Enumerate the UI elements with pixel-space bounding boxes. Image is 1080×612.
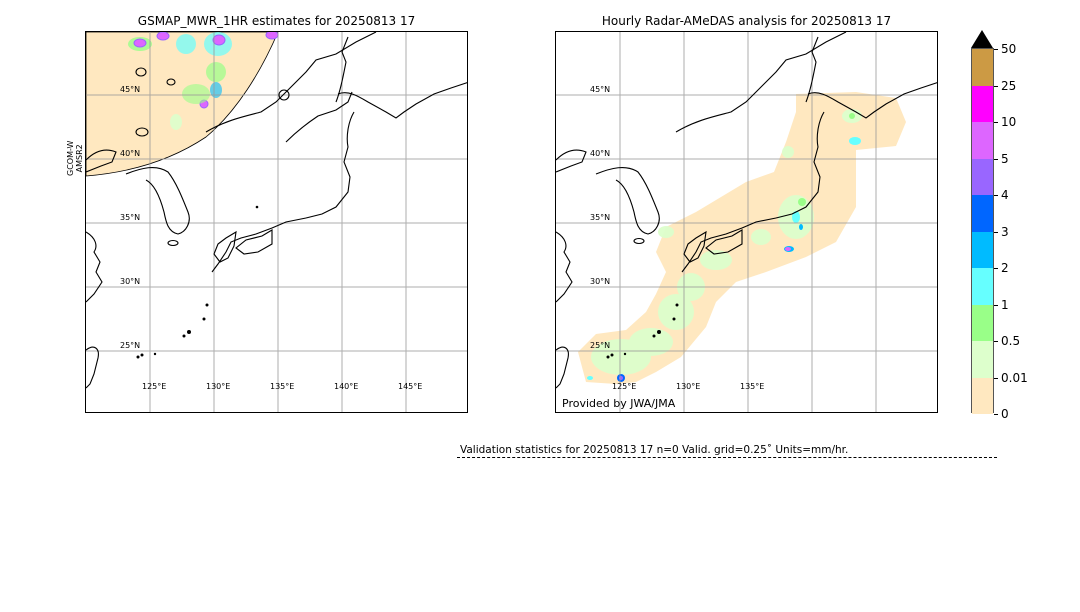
colorbar-seg-25-50 [972,49,993,86]
colorbar-tick-25: 25 [994,80,1016,92]
colorbar-seg-10-25 [972,85,993,122]
lon-label-130e: 130°E [206,382,231,391]
data-credit: Provided by JWA/JMA [562,397,676,410]
island-markers [136,205,259,359]
lat-label-25n: 25°N [120,341,141,350]
sensor-label-line1: GCOM-W [66,140,75,176]
lat-label-40n: 40°N [590,149,611,158]
lon-label-145e: 145°E [398,382,423,391]
lat-label-30n: 30°N [120,277,141,286]
colorbar-tick-0: 0 [994,408,1009,420]
radar-map-graphic [556,32,937,412]
colorbar-tick-1: 1 [994,299,1009,311]
lat-label-45n: 45°N [120,85,141,94]
colorbar-seg-0-0.01 [972,377,993,414]
lat-label-45n: 45°N [590,85,611,94]
coastlines [556,32,937,389]
coastlines [86,32,467,389]
lon-label-135e: 135°E [740,382,765,391]
gsmap-map-panel: 45°N 40°N 35°N 30°N 25°N 125°E 130°E 135… [85,31,468,413]
right-panel-title: Hourly Radar-AMeDAS analysis for 2025081… [601,14,892,28]
colorbar-seg-0.01-0.5 [972,341,993,378]
gsmap-map-graphic [86,32,467,412]
lon-label-135e: 135°E [270,382,295,391]
lon-label-140e: 140°E [334,382,359,391]
colorbar-seg-5-10 [972,122,993,159]
graticule [556,32,937,412]
colorbar-tick-2: 2 [994,262,1009,274]
lat-label-30n: 30°N [590,277,611,286]
colorbar-seg-0.5-1 [972,304,993,341]
gsmap-precip-cells [128,32,279,130]
left-panel-title: GSMAP_MWR_1HR estimates for 20250813 17 [137,14,416,28]
lat-label-35n: 35°N [120,213,141,222]
colorbar-seg-1-2 [972,268,993,305]
radar-amedas-map-panel: 45°N 40°N 35°N 30°N 25°N 125°E 130°E 135… [555,31,938,413]
colorbar-extend-arrow [971,30,993,48]
colorbar-seg-3-4 [972,195,993,232]
colorbar-tick-5: 5 [994,153,1009,165]
colorbar-tick-3: 3 [994,226,1009,238]
lat-label-25n: 25°N [590,341,611,350]
colorbar-tick-0.5: 0.5 [994,335,1020,347]
stats-dashed-rule [457,457,997,458]
colorbar-tick-10: 10 [994,116,1016,128]
colorbar-tick-4: 4 [994,189,1009,201]
lon-label-125e: 125°E [612,382,637,391]
colorbar [971,48,994,414]
island-markers [606,303,679,359]
colorbar-seg-4-5 [972,158,993,195]
lat-label-40n: 40°N [120,149,141,158]
radar-precip-cells [587,113,861,382]
colorbar-tick-50: 50 [994,43,1016,55]
colorbar-tick-0.01: 0.01 [994,372,1028,384]
validation-stats: Validation statistics for 20250813 17 n=… [460,444,849,456]
lon-label-125e: 125°E [142,382,167,391]
colorbar-seg-2-3 [972,231,993,268]
graticule [86,32,467,412]
satellite-sensor-label: GCOM-W AMSR2 [66,141,84,176]
lon-label-130e: 130°E [676,382,701,391]
lat-label-35n: 35°N [590,213,611,222]
sensor-label-line2: AMSR2 [75,144,84,173]
